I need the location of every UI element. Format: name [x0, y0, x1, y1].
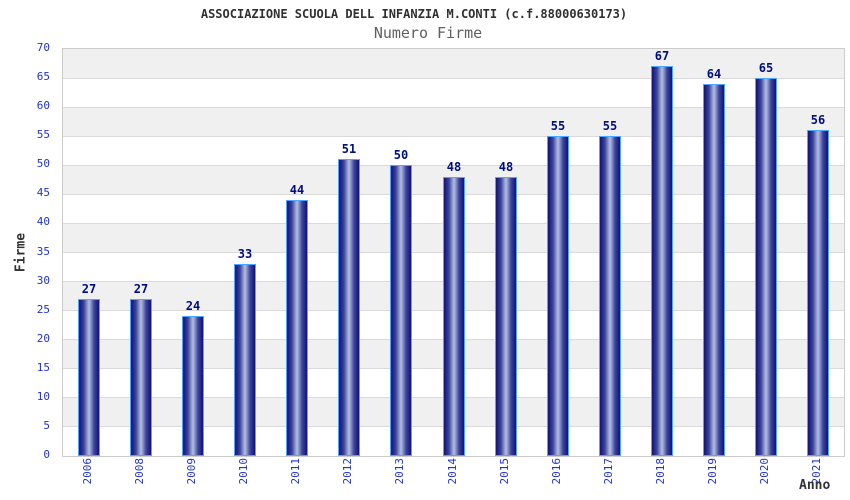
bar-2009: [182, 316, 204, 456]
x-tick-label: 2008: [133, 458, 146, 485]
bar-value-label: 55: [550, 119, 566, 133]
bar-value-label: 65: [758, 61, 774, 75]
x-tick-label: 2006: [81, 458, 94, 485]
bar-2006: [78, 299, 100, 456]
bar-value-label: 50: [393, 148, 409, 162]
background-band: [63, 78, 844, 108]
y-tick-label: 50: [36, 157, 50, 170]
bar-value-label: 27: [81, 282, 97, 296]
bar-2017: [599, 136, 621, 456]
x-tick-label: 2011: [289, 458, 302, 485]
bar-value-label: 51: [341, 142, 357, 156]
background-band: [63, 49, 844, 79]
bar-2021: [807, 130, 829, 456]
y-tick-label: 65: [36, 70, 50, 83]
y-tick-label: 10: [36, 390, 50, 403]
bar-value-label: 44: [289, 183, 305, 197]
y-tick-label: 55: [36, 128, 50, 141]
x-tick-label: 2014: [446, 458, 459, 485]
y-tick-label: 25: [36, 303, 50, 316]
y-tick-label: 30: [36, 274, 50, 287]
bar-value-label: 24: [185, 299, 201, 313]
gridline: [63, 164, 844, 166]
y-tick-label: 0: [43, 448, 50, 461]
bar-value-label: 67: [654, 49, 670, 63]
chart-title: ASSOCIAZIONE SCUOLA DELL INFANZIA M.CONT…: [200, 7, 628, 21]
x-tick-label: 2019: [706, 458, 719, 485]
bar-value-label: 64: [706, 67, 722, 81]
bar-2018: [651, 66, 673, 456]
bar-2014: [443, 177, 465, 456]
x-tick-label: 2016: [550, 458, 563, 485]
x-axis-title: Anno: [799, 478, 831, 493]
bar-value-label: 27: [133, 282, 149, 296]
y-tick-label: 45: [36, 186, 50, 199]
bar-2020: [755, 78, 777, 456]
x-tick-label: 2009: [185, 458, 198, 485]
x-tick-label: 2017: [602, 458, 615, 485]
y-tick-label: 60: [36, 99, 50, 112]
y-tick-label: 20: [36, 332, 50, 345]
plot-area: 27 27 24 33 44 51 50 48 48 55 55 67 64 65 56: [62, 48, 845, 457]
x-tick-label: 2015: [498, 458, 511, 485]
bar-value-label: 48: [446, 160, 462, 174]
bar-2019: [703, 84, 725, 456]
y-tick-label: 70: [36, 41, 50, 54]
bar-value-label: 56: [810, 113, 826, 127]
bar-2012: [338, 159, 360, 456]
y-tick-label: 5: [43, 419, 50, 432]
y-tick-label: 40: [36, 215, 50, 228]
gridline: [63, 77, 844, 79]
background-band: [63, 107, 844, 137]
y-tick-label: 15: [36, 361, 50, 374]
bar-2013: [390, 165, 412, 456]
bar-value-label: 55: [602, 119, 618, 133]
bar-2016: [547, 136, 569, 456]
bar-2011: [286, 200, 308, 456]
x-tick-label: 2010: [237, 458, 250, 485]
x-tick-label: 2020: [758, 458, 771, 485]
bar-2015: [495, 177, 517, 456]
gridline: [63, 106, 844, 108]
chart-subtitle: Numero Firme: [373, 24, 483, 42]
gridline: [63, 135, 844, 137]
x-tick-label: 2013: [393, 458, 406, 485]
bar-value-label: 33: [237, 247, 253, 261]
bar-2010: [234, 264, 256, 456]
bar-value-label: 48: [498, 160, 514, 174]
y-tick-label: 35: [36, 245, 50, 258]
bar-2008: [130, 299, 152, 456]
x-tick-label: 2018: [654, 458, 667, 485]
x-tick-label: 2012: [341, 458, 354, 485]
